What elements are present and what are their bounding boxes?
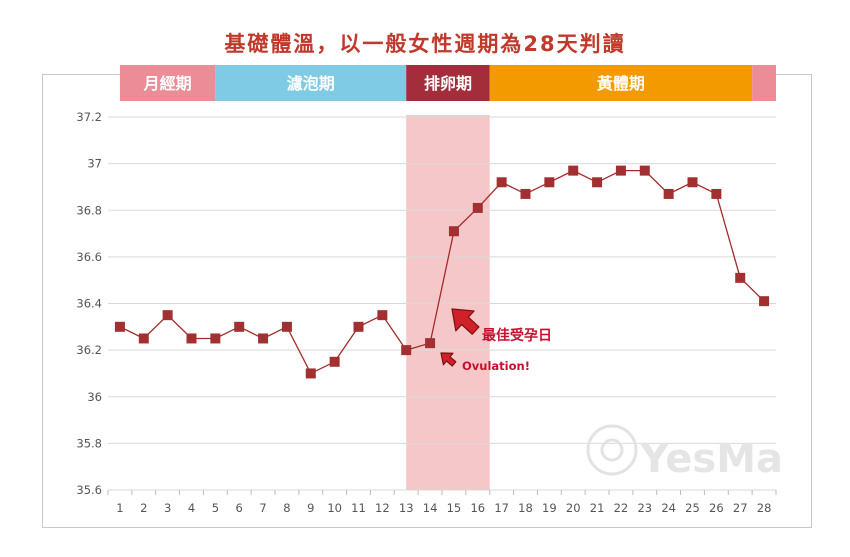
x-tick-label: 27	[733, 501, 748, 515]
x-tick-label: 5	[212, 501, 219, 515]
x-tick-label: 25	[685, 501, 700, 515]
data-point-marker	[592, 177, 603, 188]
x-tick-label: 2	[140, 501, 147, 515]
phase-segment	[215, 65, 407, 101]
x-tick-label: 11	[351, 501, 366, 515]
x-tick-label: 20	[566, 501, 581, 515]
data-point-marker	[520, 188, 531, 199]
phase-label: 黃體期	[596, 74, 645, 93]
y-tick-label: 36	[87, 390, 102, 404]
arrow-best-conception-icon	[451, 308, 480, 335]
data-point-marker	[401, 345, 412, 356]
x-tick-label: 1	[116, 501, 123, 515]
data-point-marker	[329, 356, 340, 367]
data-point-marker	[759, 296, 770, 307]
phase-label: 排卵期	[424, 74, 472, 93]
annotation-best-conception: 最佳受孕日	[482, 327, 552, 344]
watermark-text: YesMa	[639, 436, 783, 482]
data-point-marker	[711, 188, 722, 199]
data-point-marker	[615, 165, 626, 176]
y-tick-label: 36.4	[76, 297, 102, 311]
data-point-marker	[735, 272, 746, 283]
y-tick-label: 37	[87, 157, 102, 171]
data-point-marker	[377, 310, 388, 321]
x-tick-label: 9	[307, 501, 314, 515]
x-tick-label: 19	[542, 501, 557, 515]
data-point-marker	[210, 333, 221, 344]
x-tick-label: 13	[399, 501, 414, 515]
x-tick-label: 3	[164, 501, 171, 515]
data-point-marker	[639, 165, 650, 176]
data-point-marker	[234, 321, 245, 332]
data-point-marker	[138, 333, 149, 344]
data-point-marker	[114, 321, 125, 332]
x-tick-label: 10	[327, 501, 342, 515]
data-point-marker	[186, 333, 197, 344]
data-point-marker	[496, 177, 507, 188]
x-tick-label: 17	[494, 501, 509, 515]
x-tick-label: 26	[709, 501, 724, 515]
x-tick-label: 16	[470, 501, 485, 515]
x-tick-label: 12	[375, 501, 390, 515]
x-tick-label: 23	[637, 501, 652, 515]
data-point-marker	[305, 368, 316, 379]
x-tick-label: 18	[518, 501, 533, 515]
annotation-ovulation: Ovulation!	[462, 359, 530, 373]
data-point-marker	[425, 338, 436, 349]
data-point-marker	[663, 188, 674, 199]
data-point-marker	[353, 321, 364, 332]
x-tick-label: 21	[590, 501, 605, 515]
phase-segment	[119, 65, 216, 101]
y-tick-label: 35.6	[76, 483, 102, 497]
data-point-marker	[281, 321, 292, 332]
watermark-logo-icon	[586, 424, 638, 476]
x-tick-label: 22	[614, 501, 629, 515]
data-point-marker	[544, 177, 555, 188]
y-tick-label: 35.8	[76, 436, 102, 450]
temperature-line	[119, 169, 765, 375]
arrow-ovulation-icon	[440, 352, 457, 367]
x-tick-label: 8	[283, 501, 290, 515]
x-tick-label: 6	[236, 501, 243, 515]
data-point-marker	[162, 310, 173, 321]
ovulation-highlight-band	[406, 115, 490, 490]
phase-label: 月經期	[143, 74, 192, 93]
data-point-marker	[258, 333, 269, 344]
chart-title: 基礎體溫，以一般女性週期為28天判讀	[224, 32, 626, 56]
x-tick-label: 15	[447, 501, 462, 515]
x-tick-label: 14	[423, 501, 438, 515]
data-point-marker	[687, 177, 698, 188]
phase-segment	[489, 65, 753, 101]
data-point-marker	[448, 226, 459, 237]
x-tick-label: 7	[259, 501, 266, 515]
data-point-marker	[472, 202, 483, 213]
watermark-logo-icon-inner	[600, 438, 624, 462]
x-tick-label: 28	[757, 501, 772, 515]
phase-segment	[406, 65, 490, 101]
phase-segment	[752, 65, 776, 101]
x-tick-label: 24	[661, 501, 676, 515]
y-tick-label: 36.8	[76, 203, 102, 217]
x-tick-label: 4	[188, 501, 195, 515]
y-tick-label: 36.2	[76, 343, 102, 357]
y-tick-label: 36.6	[76, 250, 102, 264]
y-tick-label: 37.2	[76, 110, 102, 124]
data-point-marker	[568, 165, 579, 176]
phase-label: 濾泡期	[287, 74, 335, 93]
